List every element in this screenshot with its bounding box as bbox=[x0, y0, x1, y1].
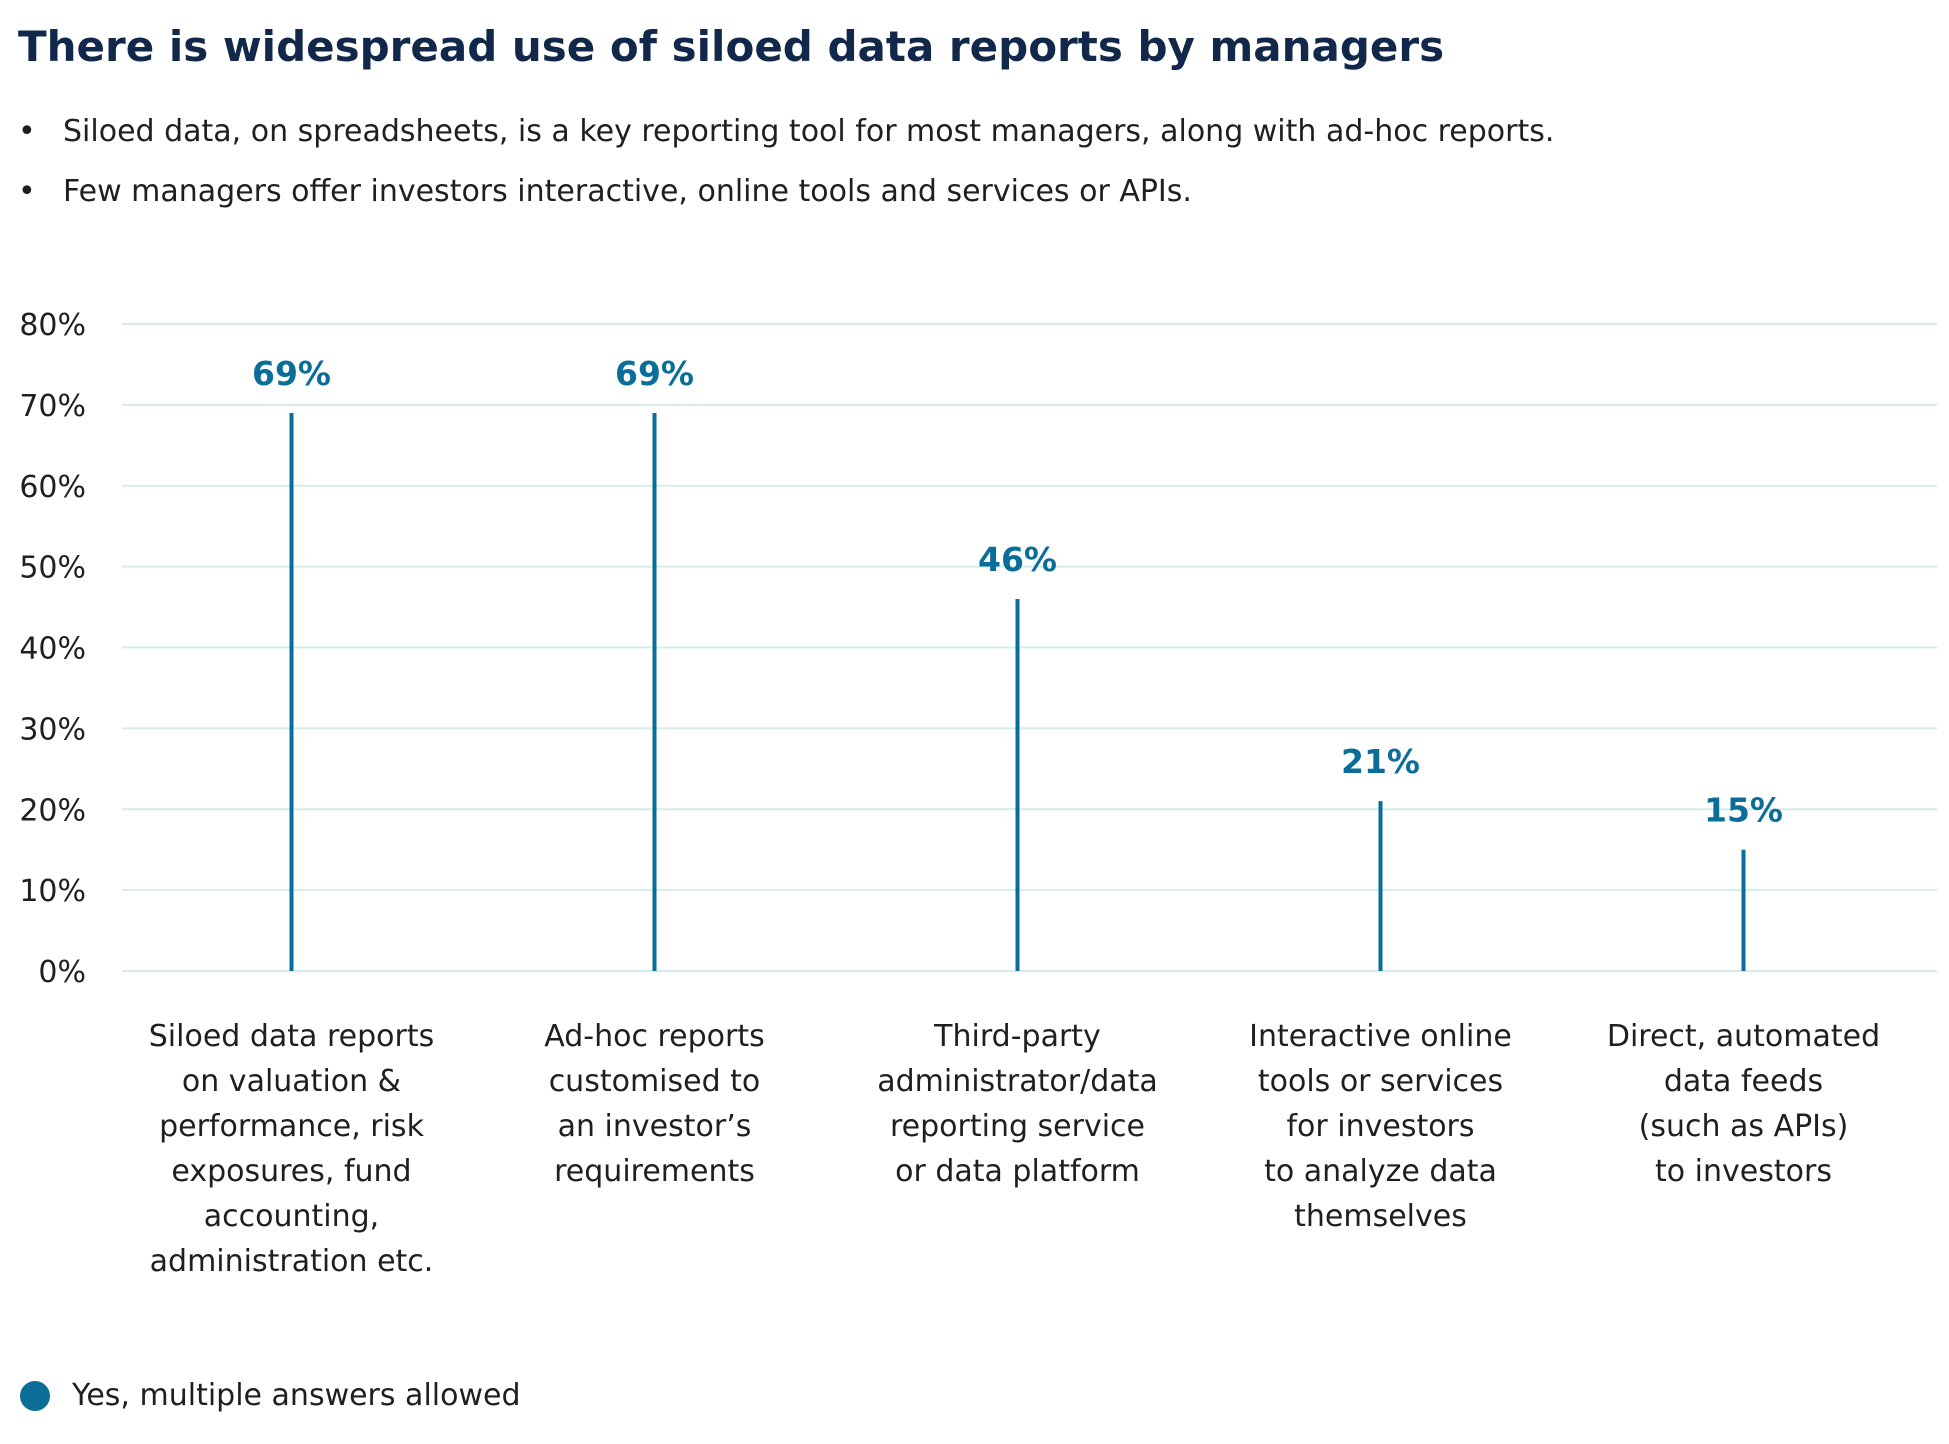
bars bbox=[289, 412, 1746, 971]
category-label-line: themselves bbox=[1294, 1199, 1467, 1234]
category-label-line: (such as APIs) bbox=[1639, 1109, 1849, 1144]
bullet-text: Few managers offer investors interactive… bbox=[63, 174, 1192, 209]
legend-swatch-icon bbox=[20, 1380, 50, 1411]
data-label: 21% bbox=[1341, 742, 1420, 781]
category-label-line: administration etc. bbox=[150, 1244, 434, 1279]
category-labels: Siloed data reports on valuation & perform… bbox=[149, 1019, 1880, 1279]
y-tick-label: 10% bbox=[19, 874, 86, 909]
bullet-item: • Few managers offer investors interacti… bbox=[18, 172, 1554, 232]
bullet-text: Siloed data, on spreadsheets, is a key r… bbox=[63, 114, 1555, 149]
category-label-line: Siloed data reports bbox=[149, 1019, 434, 1054]
category-label-line: data feeds bbox=[1664, 1064, 1823, 1099]
category-label-line: reporting service bbox=[890, 1109, 1145, 1144]
category-label-line: Third-party bbox=[933, 1019, 1101, 1054]
y-tick-label: 0% bbox=[38, 955, 86, 990]
category-label-line: accounting, bbox=[204, 1199, 379, 1234]
legend-label: Yes, multiple answers allowed bbox=[72, 1378, 521, 1413]
y-tick-label: 40% bbox=[19, 632, 86, 667]
y-tick-label: 60% bbox=[19, 470, 86, 505]
category-label-line: administrator/data bbox=[877, 1064, 1158, 1099]
data-labels: 69% 69% 46% 21% 15% bbox=[252, 354, 1783, 830]
category-label-line: on valuation & bbox=[182, 1064, 401, 1099]
category-label: Siloed data reports on valuation & perform… bbox=[149, 1019, 434, 1279]
category-label-line: exposures, fund bbox=[171, 1154, 411, 1189]
y-tick-label: 50% bbox=[19, 551, 86, 586]
category-label-line: or data platform bbox=[895, 1154, 1140, 1189]
bullet-dot-icon: • bbox=[18, 174, 36, 209]
category-label-line: Direct, automated bbox=[1607, 1019, 1880, 1054]
category-label-line: tools or services bbox=[1258, 1064, 1503, 1099]
gridlines bbox=[122, 323, 1937, 972]
category-label-line: for investors bbox=[1286, 1109, 1474, 1144]
legend: Yes, multiple answers allowed bbox=[20, 1378, 521, 1413]
summary-bullets: • Siloed data, on spreadsheets, is a key… bbox=[18, 112, 1554, 232]
bar-chart: 0% 10% 20% 30% 40% 50% 60% 70% 80% 69% 69% 46% 21% 1… bbox=[19, 308, 1937, 1279]
y-tick-label: 20% bbox=[19, 793, 86, 828]
category-label: Interactive online tools or services for i… bbox=[1249, 1019, 1512, 1234]
category-label-line: Ad-hoc reports bbox=[544, 1019, 765, 1054]
category-label-line: customised to bbox=[549, 1064, 761, 1099]
y-axis-tick-labels: 0% 10% 20% 30% 40% 50% 60% 70% 80% bbox=[19, 308, 86, 990]
bullet-dot-icon: • bbox=[18, 114, 36, 149]
bullet-item: • Siloed data, on spreadsheets, is a key… bbox=[18, 112, 1554, 172]
category-label-line: an investor’s bbox=[558, 1109, 752, 1144]
data-label: 15% bbox=[1704, 791, 1783, 830]
y-tick-label: 30% bbox=[19, 712, 86, 747]
category-label-line: to investors bbox=[1655, 1154, 1832, 1189]
y-tick-label: 70% bbox=[19, 389, 86, 424]
category-label: Ad-hoc reports customised to an investor’s… bbox=[544, 1019, 765, 1189]
y-tick-label: 80% bbox=[19, 308, 86, 343]
page-title: There is widespread use of siloed data r… bbox=[18, 22, 1445, 71]
category-label-line: to analyze data bbox=[1264, 1154, 1497, 1189]
data-label: 69% bbox=[615, 354, 694, 393]
category-label: Third-party administrator/data reporting s… bbox=[877, 1019, 1158, 1189]
data-label: 69% bbox=[252, 354, 331, 393]
category-label: Direct, automated data feeds (such as APIs… bbox=[1607, 1019, 1880, 1189]
category-label-line: requirements bbox=[554, 1154, 755, 1189]
category-label-line: Interactive online bbox=[1249, 1019, 1512, 1054]
category-label-line: performance, risk bbox=[159, 1109, 425, 1144]
data-label: 46% bbox=[978, 540, 1057, 579]
